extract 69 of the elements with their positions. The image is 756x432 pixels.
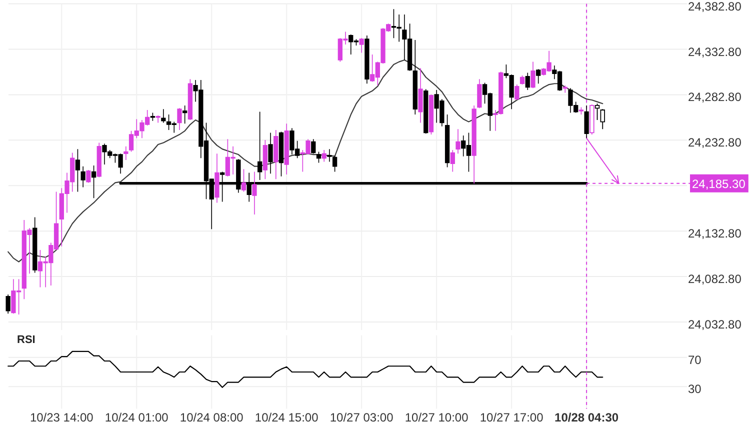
candlestick bbox=[450, 150, 455, 172]
candlestick bbox=[412, 40, 418, 115]
x-tick-label: 10/24 01:00 bbox=[104, 410, 169, 425]
candlestick bbox=[284, 123, 289, 175]
candlestick bbox=[91, 165, 96, 199]
candlestick bbox=[124, 146, 128, 160]
x-tick-label: 10/24 08:00 bbox=[180, 410, 244, 425]
y-tick-label: 24,232.80 bbox=[688, 136, 742, 150]
candlestick bbox=[214, 153, 220, 204]
candlestick bbox=[241, 168, 246, 192]
candlestick bbox=[428, 94, 434, 135]
candlestick bbox=[514, 84, 520, 100]
candlestick bbox=[96, 142, 102, 178]
x-tick-label: 10/27 10:00 bbox=[404, 410, 469, 425]
y-tick-label: 24,132.80 bbox=[688, 226, 742, 241]
candlestick bbox=[562, 85, 568, 94]
candlestick bbox=[80, 166, 86, 188]
candlestick bbox=[262, 140, 268, 180]
candlestick bbox=[316, 151, 322, 164]
candlestick bbox=[252, 171, 257, 215]
y-tick-label: 24,032.80 bbox=[688, 318, 742, 332]
candlestick bbox=[322, 150, 326, 162]
y-tick-label: 24,382.80 bbox=[688, 0, 742, 14]
candlestick bbox=[32, 216, 38, 274]
x-tick-label: 10/23 14:00 bbox=[30, 410, 94, 425]
candlestick bbox=[177, 108, 182, 130]
candlestick bbox=[424, 88, 428, 134]
candlestick bbox=[311, 138, 316, 154]
candlestick bbox=[332, 155, 338, 172]
candlestick bbox=[86, 170, 91, 184]
candlestick bbox=[188, 78, 193, 120]
x-tick-label: 10/27 17:00 bbox=[480, 410, 544, 425]
candlestick bbox=[530, 61, 536, 89]
y-tick-label: 70 bbox=[688, 352, 702, 367]
x-tick-label: 10/27 03:00 bbox=[330, 410, 394, 425]
candlestick bbox=[600, 108, 605, 130]
y-tick-label: 30 bbox=[688, 382, 702, 396]
chart-title: RSI bbox=[17, 334, 36, 346]
x-tick-label: 10/28 04:30 bbox=[554, 410, 619, 425]
y-tick-label: 24,082.80 bbox=[688, 272, 742, 286]
candlestick bbox=[472, 105, 476, 184]
candlestick bbox=[578, 106, 584, 115]
candlestick bbox=[156, 115, 160, 124]
candlestick bbox=[274, 130, 278, 180]
candlestick bbox=[150, 112, 156, 122]
candlestick bbox=[6, 294, 10, 314]
line-series bbox=[8, 350, 604, 388]
x-tick-label: 10/24 15:00 bbox=[254, 410, 319, 425]
candlestick bbox=[584, 105, 589, 139]
candlestick bbox=[418, 68, 423, 124]
candlestick bbox=[161, 108, 166, 124]
candlestick bbox=[444, 114, 450, 168]
candlestick bbox=[75, 148, 80, 192]
candlestick bbox=[364, 35, 370, 84]
line-series bbox=[8, 59, 604, 262]
candlestick bbox=[257, 111, 262, 180]
candlestick bbox=[359, 38, 364, 54]
y-tick-label: 24,332.80 bbox=[688, 44, 742, 59]
candlestick bbox=[268, 132, 273, 174]
candlestick bbox=[182, 105, 188, 124]
ref-line-label: 24,185.30 bbox=[692, 176, 746, 191]
candlestick bbox=[477, 78, 482, 109]
y-tick-label: 24,282.80 bbox=[688, 90, 742, 104]
candlestick bbox=[456, 128, 460, 154]
candlestick bbox=[520, 75, 525, 85]
candlestick bbox=[327, 148, 332, 162]
candlestick bbox=[536, 68, 541, 84]
candlestick bbox=[525, 72, 530, 90]
candlestick bbox=[278, 131, 284, 177]
